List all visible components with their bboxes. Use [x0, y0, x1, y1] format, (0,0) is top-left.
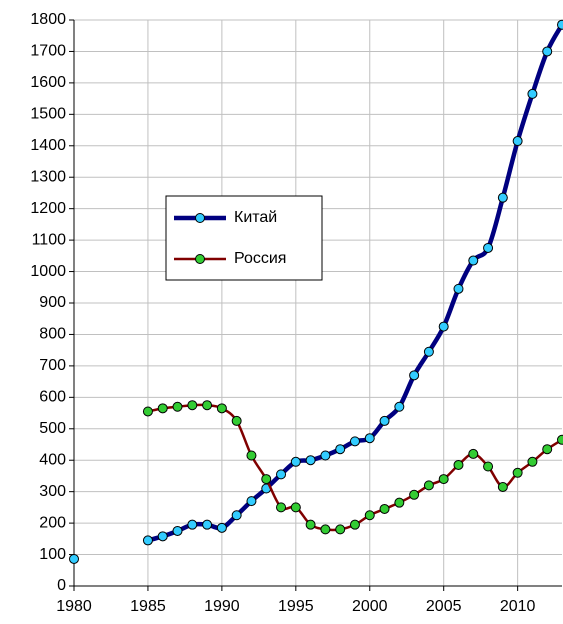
data-point — [542, 46, 553, 57]
data-point — [305, 455, 316, 466]
y-tick-label: 1100 — [32, 231, 67, 248]
data-point — [468, 255, 479, 266]
data-point — [557, 434, 563, 445]
data-point — [557, 19, 563, 30]
data-point — [483, 242, 494, 253]
data-point — [394, 497, 405, 508]
data-point — [231, 415, 242, 426]
y-tick-label: 300 — [39, 483, 66, 500]
data-point — [202, 400, 213, 411]
x-tick-label: 1985 — [130, 598, 166, 615]
y-tick-label: 500 — [39, 420, 66, 437]
data-point — [364, 433, 375, 444]
data-point — [335, 444, 346, 455]
data-point — [423, 480, 434, 491]
data-point — [69, 553, 79, 564]
data-point — [157, 403, 168, 414]
data-point — [246, 450, 257, 461]
series-line — [147, 23, 563, 543]
y-tick-label: 700 — [39, 357, 66, 374]
data-point — [172, 401, 183, 412]
data-point — [349, 436, 360, 447]
y-tick-label: 1400 — [30, 137, 66, 154]
legend-marker — [195, 213, 205, 223]
x-tick-label: 1990 — [204, 598, 240, 615]
data-point — [276, 502, 287, 513]
x-tick-label: 2010 — [500, 598, 536, 615]
data-point — [320, 450, 331, 461]
x-tick-label: 2005 — [426, 598, 462, 615]
data-point — [468, 448, 479, 459]
data-point — [142, 406, 153, 417]
data-point — [142, 535, 153, 546]
data-point — [261, 474, 272, 485]
legend-label: Китай — [234, 209, 277, 226]
y-tick-label: 1800 — [30, 11, 66, 28]
data-point — [379, 503, 390, 514]
data-point — [453, 283, 464, 294]
legend-label: Россия — [234, 250, 286, 267]
data-point — [231, 510, 242, 521]
x-tick-label: 2000 — [352, 598, 388, 615]
data-point — [379, 415, 390, 426]
y-tick-label: 400 — [39, 451, 66, 468]
data-point — [453, 459, 464, 470]
data-point — [216, 522, 227, 533]
y-tick-label: 1300 — [30, 168, 66, 185]
y-tick-label: 800 — [39, 326, 66, 343]
data-point — [409, 489, 420, 500]
data-point — [542, 444, 553, 455]
data-point — [527, 88, 538, 99]
y-tick-label: 1500 — [30, 106, 66, 123]
data-point — [423, 346, 434, 357]
data-point — [409, 370, 420, 381]
data-point — [290, 502, 301, 513]
y-tick-label: 200 — [39, 514, 66, 531]
x-tick-label: 1995 — [278, 598, 314, 615]
data-point — [438, 474, 449, 485]
data-point — [290, 456, 301, 467]
data-point — [305, 519, 316, 530]
data-point — [202, 519, 213, 530]
data-point — [276, 469, 287, 480]
y-tick-label: 1000 — [30, 263, 66, 280]
data-point — [364, 510, 375, 521]
data-point — [320, 524, 331, 535]
data-point — [483, 461, 494, 472]
y-tick-label: 100 — [39, 546, 66, 563]
data-point — [512, 467, 523, 478]
data-point — [527, 456, 538, 467]
data-point — [497, 481, 508, 492]
y-tick-label: 1600 — [30, 74, 66, 91]
data-point — [335, 524, 346, 535]
y-tick-label: 1200 — [30, 200, 66, 217]
data-point — [438, 321, 449, 332]
data-point — [187, 400, 198, 411]
data-point — [512, 136, 523, 147]
series-line — [147, 403, 563, 532]
data-point — [349, 519, 360, 530]
data-point — [157, 531, 168, 542]
data-point — [216, 403, 227, 414]
y-tick-label: 1700 — [30, 43, 66, 60]
data-point — [394, 401, 405, 412]
y-tick-label: 900 — [39, 294, 66, 311]
legend-marker — [195, 254, 205, 264]
y-tick-label: 600 — [39, 389, 66, 406]
legend-box — [165, 195, 323, 281]
data-point — [172, 525, 183, 536]
data-point — [187, 519, 198, 530]
y-tick-label: 0 — [57, 577, 66, 594]
data-point — [246, 496, 257, 507]
data-point — [497, 192, 508, 203]
x-tick-label: 1980 — [56, 598, 92, 615]
